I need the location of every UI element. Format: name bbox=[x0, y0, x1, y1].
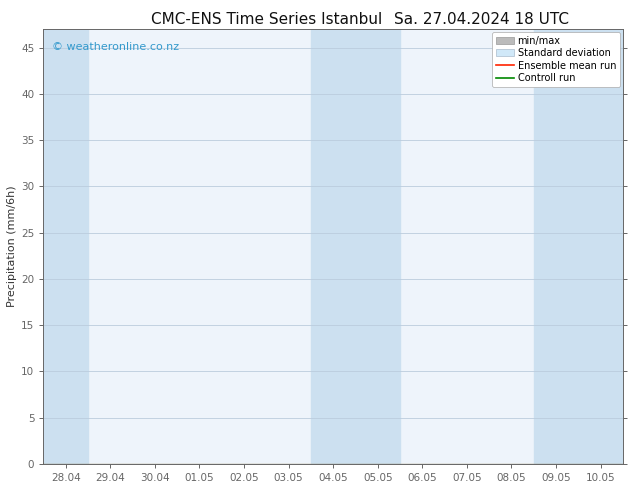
Legend: min/max, Standard deviation, Ensemble mean run, Controll run: min/max, Standard deviation, Ensemble me… bbox=[493, 32, 620, 87]
Bar bbox=[356, 29, 400, 464]
Y-axis label: Precipitation (mm/6h): Precipitation (mm/6h) bbox=[7, 186, 17, 307]
Text: CMC-ENS Time Series Istanbul: CMC-ENS Time Series Istanbul bbox=[151, 12, 382, 27]
Bar bbox=[578, 29, 623, 464]
Bar bbox=[43, 29, 88, 464]
Bar bbox=[534, 29, 578, 464]
Text: © weatheronline.co.nz: © weatheronline.co.nz bbox=[52, 42, 179, 52]
Bar bbox=[311, 29, 356, 464]
Text: Sa. 27.04.2024 18 UTC: Sa. 27.04.2024 18 UTC bbox=[394, 12, 569, 27]
